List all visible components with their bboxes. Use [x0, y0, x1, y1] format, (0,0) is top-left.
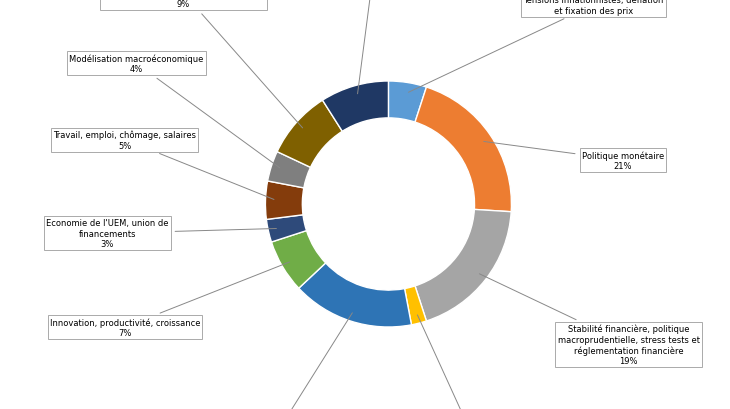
Text: Tensions inflationnistes, déflation
et fixation des prix: Tensions inflationnistes, déflation et f… [409, 0, 664, 93]
Wedge shape [415, 210, 511, 321]
Wedge shape [299, 263, 412, 327]
Text: Innovation, productivité, croissance
7%: Innovation, productivité, croissance 7% [50, 262, 290, 337]
Wedge shape [266, 182, 304, 220]
Wedge shape [404, 286, 426, 325]
Wedge shape [266, 215, 307, 243]
Wedge shape [388, 82, 426, 123]
Wedge shape [323, 82, 388, 132]
Wedge shape [272, 231, 326, 288]
Text: Economie de l'UEM, union de
financements
3%: Economie de l'UEM, union de financements… [46, 219, 277, 249]
Wedge shape [277, 101, 342, 168]
Text: Politique monétaire
21%: Politique monétaire 21% [484, 142, 664, 171]
Wedge shape [415, 88, 512, 212]
Text: Travail, emploi, chômage, salaires
5%: Travail, emploi, chômage, salaires 5% [53, 130, 274, 200]
Text: Commerce international, finance
internationale
16%: Commerce international, finance internat… [208, 313, 353, 409]
Text: Stabilité financière, politique
macroprudentielle, stress tests et
réglementatio: Stabilité financière, politique macropru… [480, 274, 699, 365]
Text: Modélisation macroéconomique
4%: Modélisation macroéconomique 4% [69, 54, 280, 169]
Text: Marché, systèmes de paiement et
assurance intermédiation financière
(banque, ass: Marché, systèmes de paiement et assuranc… [400, 315, 553, 409]
Text: Changement climatique, finance verte
9%: Changement climatique, finance verte 9% [296, 0, 458, 94]
Text: Financement de l'économie (ménages,
entreprises)
9%: Financement de l'économie (ménages, entr… [101, 0, 303, 128]
Wedge shape [268, 152, 310, 189]
